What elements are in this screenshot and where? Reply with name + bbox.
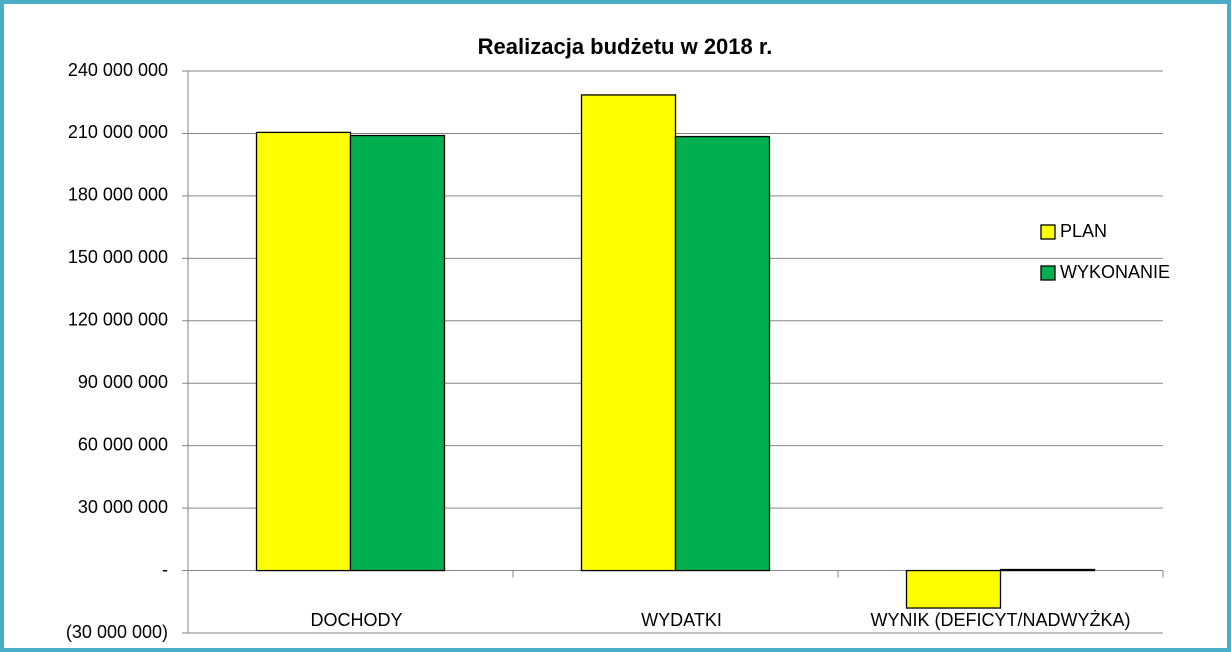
bar — [905, 569, 1002, 609]
y-tick-label: - — [162, 559, 168, 579]
legend-label: PLAN — [1060, 221, 1107, 241]
x-tick-label: WYNIK (DEFICYT/NADWYŻKA) — [871, 610, 1131, 630]
legend-label: WYKONANIE — [1060, 262, 1170, 282]
x-tick-label: WYDATKI — [641, 610, 722, 630]
y-tick-label: 150 000 000 — [68, 247, 168, 267]
bar — [255, 131, 352, 572]
y-tick-label: 210 000 000 — [68, 122, 168, 142]
legend-swatch — [1040, 224, 1056, 240]
y-tick-label: 30 000 000 — [78, 497, 168, 517]
bar — [674, 135, 771, 572]
y-tick-label: 120 000 000 — [68, 310, 168, 330]
y-tick-label: (30 000 000) — [66, 622, 168, 642]
bar — [580, 94, 677, 572]
y-tick-label: 90 000 000 — [78, 372, 168, 392]
legend-swatch — [1040, 265, 1056, 281]
y-tick-label: 180 000 000 — [68, 185, 168, 205]
y-tick-label: 60 000 000 — [78, 434, 168, 454]
bar — [999, 568, 1096, 572]
y-tick-label: 240 000 000 — [68, 60, 168, 80]
x-tick-label: DOCHODY — [310, 610, 402, 630]
chart-title: Realizacja budżetu w 2018 r. — [478, 34, 773, 59]
bar — [349, 134, 446, 572]
